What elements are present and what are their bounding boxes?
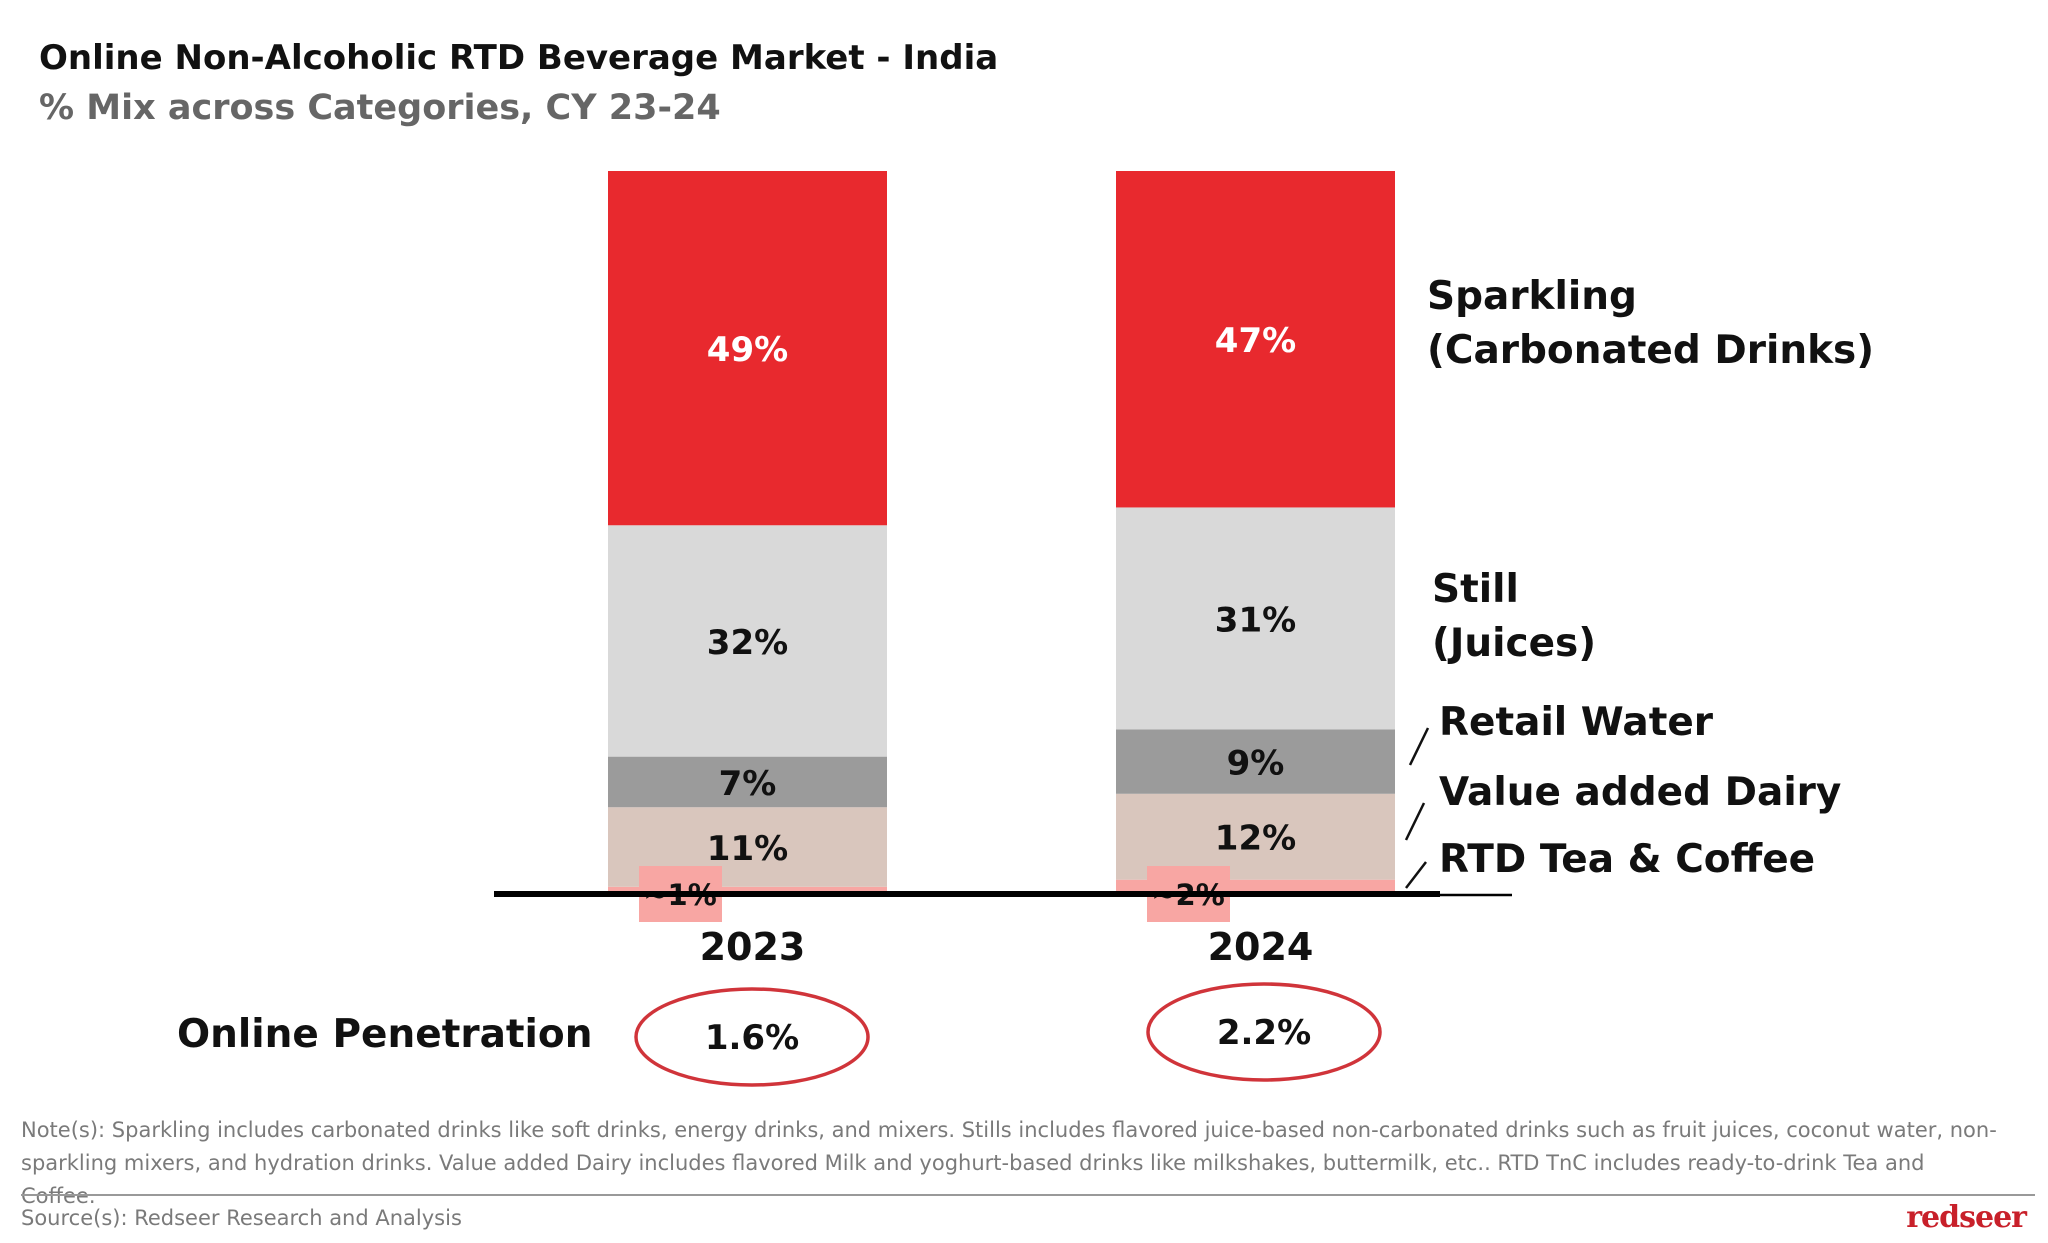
- data-label-2023-4: 49%: [707, 330, 788, 370]
- legend-leader-line-1: [1404, 802, 1426, 841]
- redseer-logo: redseer: [1906, 1200, 2027, 1235]
- bar-segment-2023-2: [608, 756, 887, 808]
- x-tick-label-2023: 2023: [700, 925, 806, 969]
- data-label-2023-1: 11%: [707, 829, 788, 869]
- legend-still: Still (Juices): [1432, 567, 1597, 666]
- penetration-ring-2024: [1146, 982, 1382, 1082]
- bar-segment-2024-3: [1116, 507, 1395, 730]
- bar-segment-2024-4: [1116, 171, 1395, 508]
- data-label-2024-1: 12%: [1215, 819, 1296, 859]
- bar-segment-2024-2: [1116, 729, 1395, 794]
- chart-title: Online Non-Alcoholic RTD Beverage Market…: [39, 38, 999, 78]
- online-penetration-label: Online Penetration: [177, 1012, 593, 1057]
- data-label-2023-3: 32%: [707, 623, 788, 663]
- legend-leader-line-2: [1405, 861, 1427, 889]
- x-tick-label-2024: 2024: [1208, 925, 1314, 969]
- bar-segment-2023-0: [608, 886, 887, 894]
- chart-subtitle: % Mix across Categories, CY 23-24: [39, 88, 721, 128]
- bar-segment-2023-3: [608, 525, 887, 757]
- source-note: Source(s): Redseer Research and Analysis: [21, 1206, 462, 1230]
- bar-segment-2024-1: [1116, 793, 1395, 880]
- penetration-value-2024: 2.2%: [1217, 1013, 1311, 1053]
- data-label-2023-2: 7%: [719, 764, 777, 804]
- legend-sparkling: Sparkling (Carbonated Drinks): [1427, 274, 1875, 373]
- penetration-ring-2023: [634, 987, 870, 1087]
- legend-rtd-tea-coffee: RTD Tea & Coffee: [1439, 837, 1816, 882]
- penetration-value-2023: 1.6%: [705, 1018, 799, 1058]
- data-label-2024-4: 47%: [1215, 321, 1296, 361]
- bar-segment-2023-4: [608, 171, 887, 526]
- divider: [21, 1194, 2035, 1196]
- legend-leader-line-0: [1408, 727, 1430, 766]
- legend-retail-water: Retail Water: [1439, 700, 1714, 745]
- legend-value-added-dairy: Value added Dairy: [1439, 770, 1842, 815]
- footnote: Note(s): Sparkling includes carbonated d…: [21, 1118, 1997, 1208]
- data-label-2024-3: 31%: [1215, 600, 1296, 640]
- data-label-2024-2: 9%: [1227, 744, 1285, 784]
